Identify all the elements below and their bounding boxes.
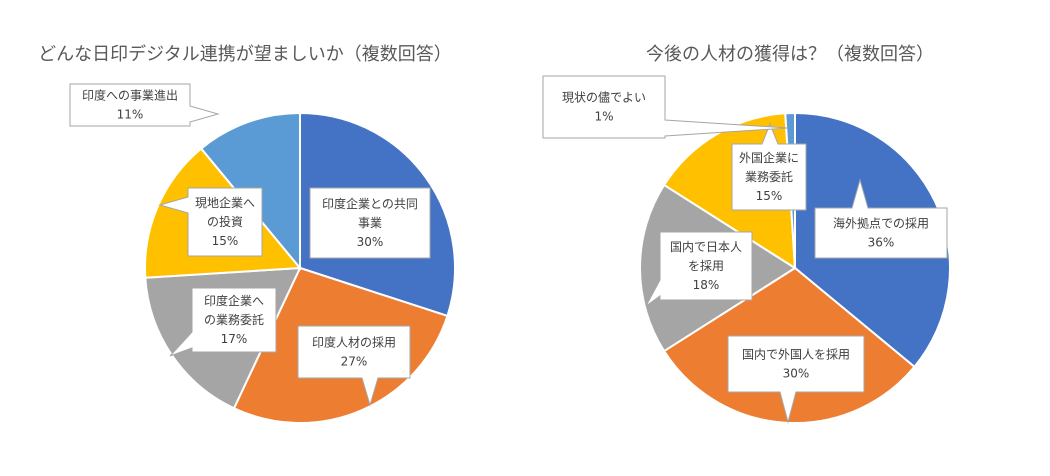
callout-box — [309, 187, 431, 259]
data-label: 海外拠点での採用 36% — [814, 178, 948, 259]
data-label-category: 事業 — [358, 216, 382, 230]
data-label-category: 国内で外国人を採用 — [742, 348, 850, 362]
data-label: 国内で外国人を採用 30% — [727, 335, 865, 424]
data-label-category: の業務委託 — [204, 312, 264, 327]
data-label-value: 30% — [783, 367, 810, 381]
callout-box — [814, 178, 948, 259]
data-label-category: 現状の儘でよい — [562, 91, 646, 105]
data-label: 現状の儘でよい 1% — [542, 75, 789, 139]
callout-box — [542, 75, 789, 139]
data-label-value: 1% — [594, 110, 613, 124]
data-label-category: 印度企業との共同 — [322, 196, 418, 211]
data-label-category: を採用 — [688, 259, 724, 273]
callout-box — [297, 325, 411, 407]
data-label: 印度への事業進出 11% — [69, 83, 220, 127]
data-label: 印度人材の採用 27% — [297, 325, 411, 407]
data-label-category: 業務委託 — [745, 169, 793, 184]
data-label-value: 11% — [117, 108, 144, 122]
callout-box — [169, 287, 277, 357]
chart-title: 今後の人材の獲得は？（複数回答） — [646, 44, 934, 65]
data-label-value: 15% — [756, 189, 783, 203]
callout-box — [69, 83, 220, 127]
data-label-value: 15% — [212, 234, 239, 248]
data-label-value: 18% — [693, 278, 720, 292]
data-label-value: 17% — [221, 332, 248, 346]
data-label-category: 印度人材の採用 — [312, 335, 396, 350]
data-label-category: 印度企業へ — [204, 293, 264, 308]
callout-box — [727, 335, 865, 424]
data-label-value: 36% — [868, 236, 895, 250]
data-label-category: 国内で日本人 — [670, 240, 742, 254]
data-label-category: 現地企業へ — [195, 195, 255, 210]
data-label-value: 27% — [341, 355, 368, 369]
data-label-value: 30% — [357, 235, 384, 249]
callout-box — [158, 187, 263, 257]
data-label-category: の投資 — [207, 214, 243, 229]
data-label-category: 海外拠点での採用 — [833, 216, 929, 231]
data-label-category: 外国企業に — [739, 150, 799, 165]
callout-box — [731, 122, 807, 211]
chart-title: どんな日印デジタル連携が望ましいか（複数回答） — [38, 44, 452, 65]
pie-chart-talent-acquisition: 今後の人材の獲得は？（複数回答） 海外拠点での採用 36% 国内で外国人を採用 30%… — [542, 44, 951, 424]
callout-box — [645, 231, 753, 307]
data-label-category: 印度への事業進出 — [82, 88, 178, 103]
